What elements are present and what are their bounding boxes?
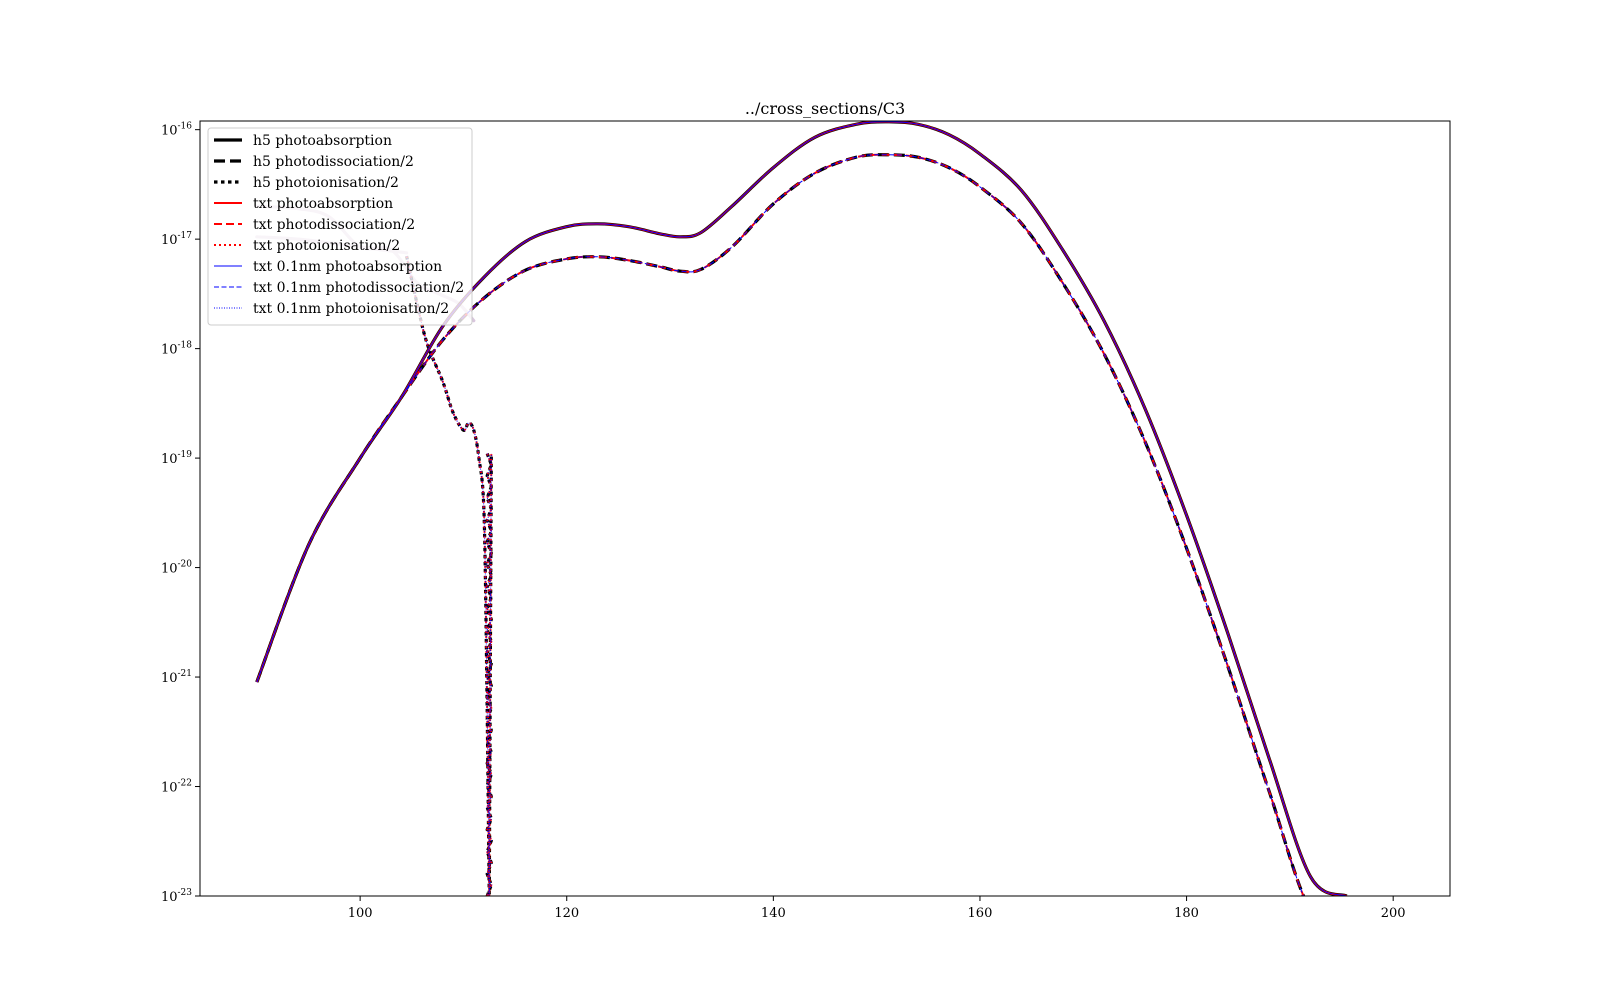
chart-title: ../cross_sections/C3 <box>745 99 905 118</box>
legend-label-1: h5 photoabsorption <box>253 133 392 149</box>
x-axis: 100 120 140 160 180 200 <box>348 896 1406 921</box>
y-tick-label: 10-19 <box>161 450 192 467</box>
legend-label-3: h5 photoionisation/2 <box>253 175 399 191</box>
x-tick-label: 100 <box>348 906 373 921</box>
y-axis: 10-23 10-22 10-21 10-20 10-19 10-18 10-17 10-16 <box>161 122 200 905</box>
y-tick-label: 10-22 <box>161 779 192 796</box>
legend-label-5: txt photodissociation/2 <box>253 217 415 233</box>
plot-frame <box>199 120 1451 897</box>
x-tick-label: 140 <box>761 906 786 921</box>
legend-label-9: txt 0.1nm photoionisation/2 <box>253 301 449 317</box>
legend-label-2: h5 photodissociation/2 <box>253 154 414 170</box>
legend-label-6: txt photoionisation/2 <box>253 238 400 254</box>
y-tick-label: 10-18 <box>161 341 192 358</box>
x-tick-label: 160 <box>968 906 993 921</box>
series-line-3 <box>405 255 493 896</box>
x-tick-label: 120 <box>554 906 579 921</box>
y-tick-label: 10-21 <box>161 669 192 686</box>
x-tick-label: 180 <box>1174 906 1199 921</box>
series-line-9 <box>406 255 492 896</box>
x-tick-label: 200 <box>1381 906 1406 921</box>
series-line-6 <box>405 255 493 896</box>
legend: h5 photoabsorption h5 photodissociation/2… <box>207 127 473 326</box>
legend-label-7: txt 0.1nm photoabsorption <box>253 259 442 275</box>
series-line-8 <box>256 154 1342 896</box>
y-tick-label: 10-23 <box>161 888 192 905</box>
y-tick-label: 10-20 <box>161 560 192 577</box>
legend-label-8: txt 0.1nm photodissociation/2 <box>253 280 464 296</box>
legend-label-4: txt photoabsorption <box>253 196 393 212</box>
y-tick-label: 10-16 <box>161 122 192 139</box>
legend-box <box>207 127 473 326</box>
y-tick-label: 10-17 <box>161 231 192 248</box>
